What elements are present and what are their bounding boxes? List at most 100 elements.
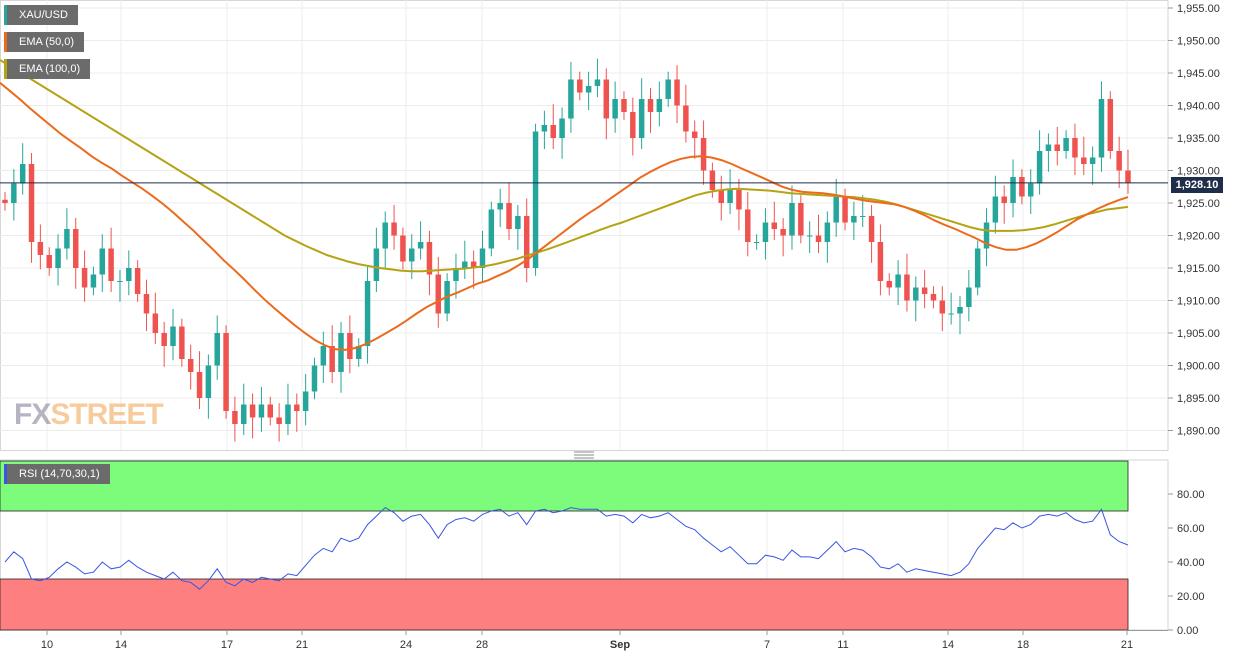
legend-symbol[interactable]: XAU/USD: [4, 5, 78, 25]
candle-body: [904, 274, 910, 301]
rsi-tick-label: 40.00: [1177, 557, 1205, 569]
candle-body: [930, 294, 937, 301]
candle-body: [267, 404, 274, 418]
candle-body: [895, 274, 901, 288]
candle-body: [276, 417, 282, 424]
rsi-axis: 80.00 60.00 40.00 20.00 0.00: [1168, 489, 1205, 637]
price-tick-label: 1,935.00: [1177, 133, 1220, 145]
candle-body: [329, 346, 335, 372]
candle-body: [939, 300, 946, 314]
candle-body: [921, 287, 928, 294]
candle-body: [294, 404, 300, 411]
candle-body: [736, 190, 742, 210]
candle-body: [523, 216, 530, 268]
candle-body: [179, 326, 185, 359]
candle-body: [621, 99, 627, 112]
candle-body: [258, 404, 265, 418]
candle-body: [718, 190, 724, 203]
rsi-overbought-zone: [0, 460, 1129, 512]
candle-body: [1054, 144, 1061, 151]
candle-body: [851, 216, 857, 223]
time-axis: 10 14 17 21 24 28 Sep 7 11 14 18 21: [0, 630, 1168, 651]
candle-body: [46, 255, 52, 268]
legend-rsi[interactable]: RSI (14,70,30,1): [4, 464, 110, 484]
candle-body: [691, 131, 698, 138]
candle-body: [594, 79, 601, 86]
logo-street: STREET: [50, 398, 163, 431]
candle-body: [585, 86, 592, 93]
legend-ema100[interactable]: EMA (100,0): [4, 59, 91, 79]
candle-body: [55, 248, 61, 268]
candle-body: [798, 203, 804, 236]
candle-body: [674, 79, 680, 106]
candle-body: [302, 391, 309, 411]
candle-body: [859, 216, 866, 217]
rsi-oversold-zone: [0, 578, 1129, 631]
candle-body: [665, 79, 671, 99]
candle-body: [1036, 151, 1043, 184]
candle-body: [683, 105, 689, 132]
price-tick-label: 1,930.00: [1177, 166, 1220, 178]
candle-body: [497, 203, 503, 210]
candle-body: [488, 209, 495, 249]
time-tick-label: Sep: [610, 639, 630, 651]
candle-body: [2, 199, 8, 203]
price-tick-label: 1,910.00: [1177, 296, 1220, 308]
candle-body: [780, 229, 786, 236]
candle-body: [187, 359, 194, 372]
time-tick-label: 17: [221, 639, 233, 651]
candle-body: [771, 222, 778, 229]
candle-body: [877, 242, 884, 281]
candle-body: [426, 242, 433, 275]
price-tick-label: 1,950.00: [1177, 36, 1220, 48]
legend-ema50[interactable]: EMA (50,0): [4, 32, 85, 52]
pane-splitter-handle[interactable]: [574, 451, 594, 459]
candle-body: [833, 196, 839, 223]
time-tick-label: 10: [41, 639, 53, 651]
candle-body: [37, 242, 44, 255]
candle-body: [479, 248, 486, 268]
candle-body: [1045, 144, 1052, 151]
candlestick-series: [2, 58, 1131, 442]
candle-body: [72, 229, 79, 268]
rsi-tick-label: 80.00: [1177, 489, 1205, 501]
candle-body: [974, 248, 981, 288]
candle-body: [647, 99, 654, 112]
candle-body: [320, 346, 327, 366]
candle-body: [126, 268, 132, 281]
price-tick-label: 1,920.00: [1177, 231, 1220, 243]
rsi-tick-label: 20.00: [1177, 591, 1205, 603]
candle-body: [727, 190, 733, 203]
candle-body: [108, 248, 114, 281]
candle-body: [957, 307, 963, 314]
candle-body: [656, 99, 663, 112]
candle-body: [161, 333, 167, 346]
price-tick-label: 1,945.00: [1177, 68, 1220, 80]
price-tick-label: 1,905.00: [1177, 328, 1220, 340]
candle-body: [1107, 99, 1114, 151]
candle-body: [470, 261, 477, 268]
candle-body: [81, 268, 88, 288]
candle-body: [170, 326, 176, 346]
candle-body: [577, 79, 583, 93]
candle-body: [1098, 99, 1105, 158]
candle-body: [913, 287, 919, 301]
candle-body: [28, 164, 35, 242]
candle-body: [550, 125, 556, 138]
candle-body: [948, 313, 954, 315]
price-axis: 1,955.00 1,950.00 1,945.00 1,940.00 1,935.00…: [1168, 3, 1220, 438]
candle-body: [745, 209, 751, 242]
candle-body: [1081, 157, 1087, 164]
rsi-line: [4, 506, 1129, 590]
candle-body: [630, 112, 636, 138]
candle-body: [400, 235, 406, 262]
candle-body: [603, 79, 610, 119]
candle-body: [205, 365, 212, 398]
price-tick-label: 1,915.00: [1177, 263, 1220, 275]
candle-body: [506, 203, 512, 229]
candle-body: [762, 222, 769, 242]
time-tick-label: 28: [476, 639, 488, 651]
candle-body: [709, 170, 716, 190]
candle-body: [364, 281, 371, 346]
